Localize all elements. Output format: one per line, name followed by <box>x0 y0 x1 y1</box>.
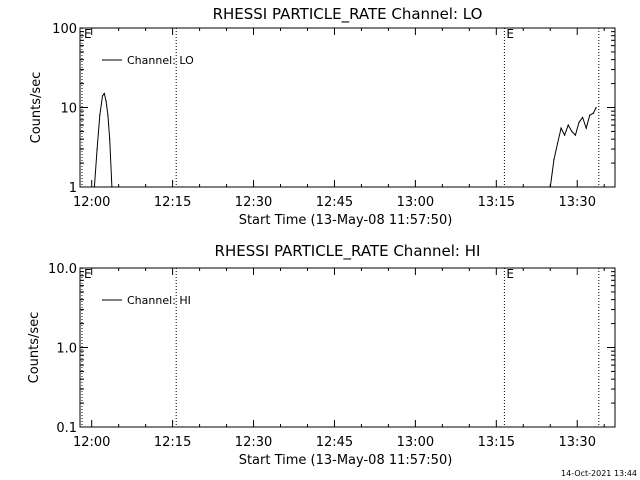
x-tick-label: 12:00 <box>73 435 110 450</box>
x-tick-label: 12:30 <box>235 195 272 210</box>
data-point <box>567 124 569 126</box>
chart-title: RHESSI PARTICLE_RATE Channel: HI <box>215 242 481 261</box>
data-point <box>560 127 562 129</box>
data-point <box>109 138 111 140</box>
data-point <box>93 186 95 188</box>
x-tick-label: 12:15 <box>154 195 191 210</box>
y-axis-label: Counts/sec <box>27 312 42 384</box>
data-point <box>592 112 595 114</box>
plot-frame <box>79 27 616 188</box>
y-tick-label: 1.0 <box>56 342 77 357</box>
data-point <box>111 186 113 188</box>
data-point <box>99 114 101 116</box>
x-tick-label: 13:15 <box>478 195 515 210</box>
data-point <box>96 148 98 150</box>
x-tick-label: 12:00 <box>73 195 110 210</box>
series-line-segment-2 <box>549 107 597 188</box>
x-axis-label: Start Time (13-May-08 11:57:50) <box>239 453 453 468</box>
y-axis-label: Counts/sec <box>29 72 44 144</box>
data-point <box>107 114 109 116</box>
data-point <box>105 100 107 102</box>
event-marker-label: E <box>84 27 92 41</box>
data-point <box>556 143 559 145</box>
data-point <box>553 159 555 161</box>
y-tick-label: 100 <box>52 22 77 37</box>
x-axis-label: Start Time (13-May-08 11:57:50) <box>239 213 453 228</box>
event-marker-label: E <box>84 267 92 281</box>
chart-title: RHESSI PARTICLE_RATE Channel: LO <box>213 5 483 24</box>
event-marker-label: E <box>506 27 514 41</box>
chart-panel-1: RHESSI PARTICLE_RATE Channel: LO 12:00 12:… <box>29 5 616 228</box>
plot-frame <box>79 267 616 428</box>
y-tick-label: 10.0 <box>48 262 77 277</box>
chart-panel-2: RHESSI PARTICLE_RATE Channel: HI 12:00 12:… <box>27 242 616 468</box>
x-tick-label: 13:30 <box>559 435 596 450</box>
data-point <box>549 186 551 188</box>
x-tick-label: 12:45 <box>316 435 353 450</box>
data-point <box>585 127 587 129</box>
x-tick-label: 12:45 <box>316 195 353 210</box>
legend-label: Channel: LO <box>127 54 194 67</box>
footer-timestamp: 14-Oct-2021 13:44 <box>561 469 637 478</box>
y-tick-label: 0.1 <box>56 421 77 436</box>
data-point <box>589 114 591 116</box>
x-tick-label: 12:30 <box>235 435 272 450</box>
x-tick-label: 13:30 <box>559 195 596 210</box>
data-point <box>582 116 584 119</box>
data-point <box>571 130 573 133</box>
x-tick-label: 13:00 <box>397 435 434 450</box>
data-point <box>564 134 566 136</box>
x-tick-label: 12:15 <box>154 435 191 450</box>
legend-label: Channel: HI <box>127 294 191 307</box>
data-point <box>578 121 580 123</box>
x-tick-label: 13:15 <box>478 435 515 450</box>
series-line-segment-1 <box>93 92 113 188</box>
data-point <box>103 92 105 95</box>
y-tick-label: 1 <box>69 181 77 196</box>
y-tick-label: 10 <box>60 102 77 117</box>
data-point <box>101 95 104 97</box>
data-point <box>574 134 577 136</box>
event-marker-label: E <box>506 267 514 281</box>
x-tick-label: 13:00 <box>397 195 434 210</box>
data-point <box>595 106 597 109</box>
